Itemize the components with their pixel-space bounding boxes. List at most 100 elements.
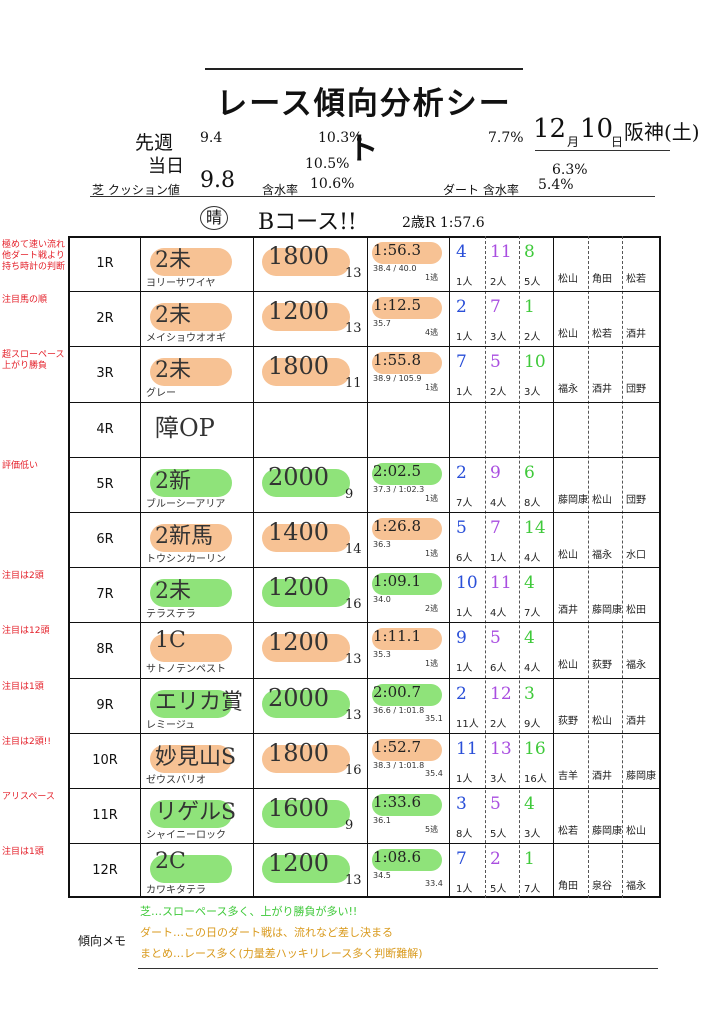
distance: 1600 — [268, 794, 330, 822]
finish-popularity: 3人 — [490, 332, 507, 344]
time-highlight — [372, 297, 442, 320]
col-dash-3 — [588, 236, 589, 898]
class-highlight — [150, 303, 232, 332]
finish-jockey: 藤岡康 — [592, 826, 622, 837]
distance: 2000 — [268, 462, 330, 491]
finish-popularity: 1人 — [456, 663, 473, 675]
race-class: 2未 — [155, 248, 191, 273]
lap-time: 38.3 / 1:01.8 — [373, 760, 425, 770]
margin-note: 注目は12頭 — [2, 626, 50, 637]
row-divider — [68, 567, 661, 569]
horse-name: メイショウオオギ — [146, 333, 226, 345]
finish-popularity: 4人 — [524, 553, 541, 564]
race-class: 2新馬 — [155, 524, 213, 549]
time-highlight — [372, 683, 442, 706]
margin-note: 注目は1頭 — [2, 847, 44, 858]
cushion-label: 芝 クッション値 — [92, 183, 180, 197]
finish-horse-number: 3 — [456, 794, 467, 814]
finish-horse-number: 13 — [490, 738, 512, 759]
finish-horse-number: 14 — [524, 518, 546, 538]
horse-name: サトノテンペスト — [146, 664, 226, 676]
finish-jockey: 松田 — [626, 605, 646, 617]
race-note: 1逃 — [425, 383, 439, 393]
race-note: 1逃 — [425, 273, 439, 282]
finish-horse-number: 2 — [490, 849, 501, 870]
row-divider — [68, 512, 661, 513]
col-divider-5 — [553, 236, 554, 898]
day-label: 日 — [611, 135, 624, 149]
finish-horse-number: 9 — [490, 462, 501, 483]
venue: 阪神(土) — [624, 120, 700, 144]
finish-horse-number: 7 — [490, 297, 501, 318]
race-class: 2未 — [155, 579, 191, 605]
race-note: 1逃 — [425, 493, 439, 503]
col-dash-1 — [485, 236, 486, 898]
distance-highlight — [262, 468, 350, 497]
distance: 1200 — [268, 573, 330, 602]
finish-horse-number: 11 — [490, 242, 512, 262]
horse-name: ブルーシーアリア — [146, 498, 226, 510]
finish-popularity: 4人 — [490, 608, 507, 620]
finish-jockey: 福永 — [592, 550, 612, 561]
finish-popularity: 11人 — [456, 718, 479, 730]
race-note: 33.4 — [425, 879, 443, 889]
race-number: 3R — [96, 366, 114, 382]
horse-name: ヨリーサワイヤ — [146, 278, 216, 289]
finish-horse-number: 4 — [524, 573, 535, 594]
date-month-value: 12 — [533, 114, 567, 144]
finish-popularity: 8人 — [524, 497, 541, 509]
time-highlight — [372, 462, 442, 485]
finish-horse-number: 16 — [524, 738, 546, 759]
finish-popularity: 5人 — [490, 829, 507, 840]
margin-note: 超スローペース 上がり勝負 — [2, 350, 65, 372]
finish-horse-number: 5 — [490, 352, 501, 373]
winning-time: 2:02.5 — [373, 461, 421, 480]
row-divider — [68, 401, 661, 403]
finish-popularity: 1人 — [456, 608, 473, 620]
race-note: 2逃 — [425, 604, 439, 614]
race-class: 妙見山S — [155, 744, 237, 770]
distance: 1800 — [268, 738, 330, 767]
row-divider — [68, 622, 661, 624]
memo-rule — [138, 968, 658, 969]
finish-jockey: 水口 — [626, 550, 646, 561]
race-class: リゲルS — [155, 800, 237, 825]
lap-time: 36.3 — [373, 540, 391, 549]
race-class: 2未 — [155, 358, 191, 384]
memo-label: 傾向メモ — [78, 934, 127, 948]
finish-popularity: 1人 — [456, 387, 473, 399]
distance: 1200 — [268, 849, 330, 878]
weather-note: 晴 — [200, 206, 228, 230]
page-title: レース傾向分析シート — [216, 86, 512, 167]
field-size: 13 — [345, 652, 362, 668]
field-size: 16 — [345, 597, 362, 613]
field-size: 13 — [345, 873, 362, 889]
distance: 1400 — [268, 518, 330, 546]
lap-time: 34.5 — [373, 871, 391, 881]
distance: 1800 — [268, 352, 330, 381]
finish-jockey: 松山 — [558, 274, 578, 285]
race-table — [68, 236, 661, 898]
margin-note: 注目は1頭 — [2, 681, 44, 692]
finish-jockey: 角田 — [592, 274, 612, 285]
winning-time: 1:08.6 — [373, 848, 421, 867]
month-label: 月 — [567, 135, 580, 149]
class-highlight — [150, 744, 232, 773]
finish-horse-number: 3 — [524, 683, 535, 704]
dirt-value-1: 6.3% — [552, 162, 588, 178]
distance: 1800 — [268, 242, 330, 270]
finish-horse-number: 4 — [524, 794, 535, 814]
winning-time: 1:56.3 — [373, 241, 421, 259]
race-class: 2未 — [155, 303, 191, 329]
finish-horse-number: 12 — [490, 683, 512, 704]
row-divider — [68, 456, 661, 458]
finish-jockey: 福永 — [626, 881, 646, 893]
field-size: 13 — [345, 707, 362, 723]
horse-name: ゼウスバリオ — [146, 774, 206, 786]
time-highlight — [372, 352, 442, 375]
finish-popularity: 7人 — [524, 608, 541, 620]
finish-horse-number: 5 — [490, 794, 501, 814]
finish-horse-number: 11 — [490, 573, 512, 594]
finish-horse-number: 2 — [456, 683, 467, 704]
winning-time: 1:26.8 — [373, 517, 421, 535]
